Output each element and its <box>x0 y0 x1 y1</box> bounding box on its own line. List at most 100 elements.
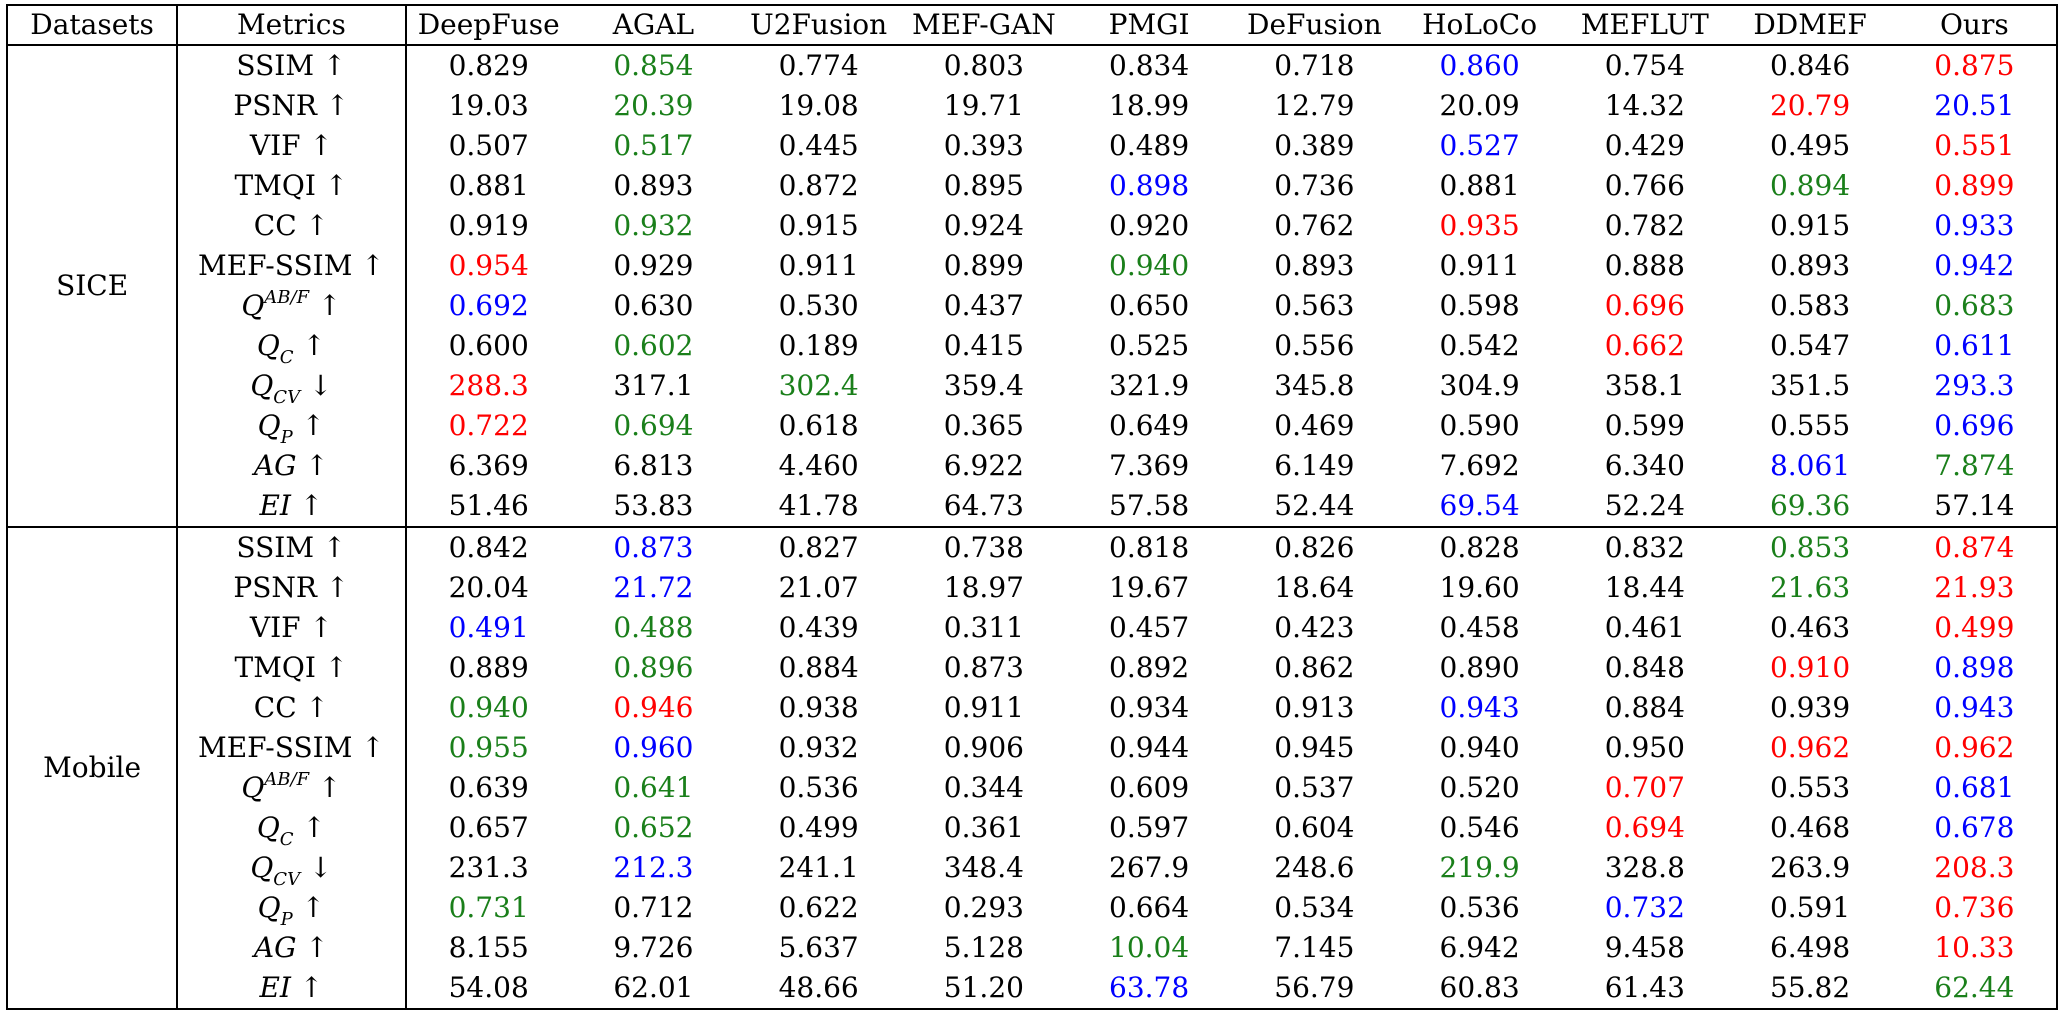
value-cell: 0.731 <box>448 891 529 924</box>
value-cell: 0.873 <box>943 651 1024 684</box>
metric-cell: VIF ↑ <box>177 126 407 166</box>
value-cell: 51.20 <box>943 971 1024 1004</box>
value-cell: 0.664 <box>1109 891 1190 924</box>
value-cell: 20.51 <box>1934 89 2015 122</box>
value-cell: 0.826 <box>1231 526 1397 568</box>
arrow-up-icon: ↑ <box>302 811 326 844</box>
table-row: QP ↑ 0.722 0.694 0.618 0.365 0.649 0.469 0.590 0… <box>7 406 2057 447</box>
value-cell: 6.498 <box>1769 931 1851 964</box>
value-cell: 52.44 <box>1274 489 1355 522</box>
value-cell: 0.894 <box>1769 169 1851 202</box>
value-cell: 263.9 <box>1769 851 1851 884</box>
value-cell: 0.946 <box>613 691 694 724</box>
table-row: Mobile SSIM ↑ 0.842 0.873 0.827 0.738 0.818 0.8… <box>7 526 2057 1009</box>
arrow-up-icon: ↑ <box>299 489 324 522</box>
value-cell: 0.491 <box>448 611 529 644</box>
metric-name: SSIM <box>236 531 315 564</box>
value-cell: 219.9 <box>1439 851 1520 884</box>
table-row: TMQI ↑ 0.889 0.896 0.884 0.873 0.892 0.862 0.89… <box>7 648 2057 688</box>
table-row: VIF ↑ 0.507 0.517 0.445 0.393 0.489 0.389 0.527… <box>7 126 2057 166</box>
metric-cell: QCV ↓ <box>177 848 407 889</box>
table-row: MEF-SSIM ↑ 0.955 0.960 0.932 0.906 0.944 0.945… <box>7 728 2057 768</box>
value-cell: 0.437 <box>943 289 1024 322</box>
value-cell: 0.862 <box>1274 651 1355 684</box>
value-cell: 69.54 <box>1439 489 1520 522</box>
arrow-up-icon: ↑ <box>301 409 326 442</box>
value-cell: 0.712 <box>613 891 694 924</box>
table-row: QP ↑ 0.731 0.712 0.622 0.293 0.664 0.534 0.536 0… <box>7 888 2057 929</box>
value-cell: 7.692 <box>1439 449 1520 482</box>
value-cell: 0.641 <box>613 771 694 804</box>
value-cell: 345.8 <box>1274 369 1355 402</box>
arrow-up-icon: ↑ <box>305 209 330 242</box>
value-cell: 208.3 <box>1934 851 2015 884</box>
value-cell: 0.915 <box>778 209 859 242</box>
value-cell: 358.1 <box>1604 369 1685 402</box>
table-row: PSNR ↑ 19.03 20.39 19.08 19.71 18.99 12.79 20.0… <box>7 86 2057 126</box>
value-cell: 7.369 <box>1109 449 1190 482</box>
value-cell: 0.924 <box>943 209 1024 242</box>
value-cell: 0.929 <box>613 249 694 282</box>
value-cell: 6.149 <box>1274 449 1355 482</box>
value-cell: 0.962 <box>1934 731 2015 764</box>
metric-cell: SSIM ↑ <box>177 526 407 568</box>
metric-name: EI <box>259 971 291 1004</box>
header-method: DeepFuse <box>405 5 571 46</box>
value-cell: 62.01 <box>613 971 694 1004</box>
comparison-table: Datasets Metrics DeepFuse AGAL U2Fusion … <box>6 4 2058 1010</box>
value-cell: 212.3 <box>613 851 694 884</box>
value-cell: 0.534 <box>1274 891 1355 924</box>
value-cell: 18.44 <box>1604 571 1685 604</box>
value-cell: 0.881 <box>1439 169 1520 202</box>
arrow-up-icon: ↑ <box>305 691 330 724</box>
table-row: QCV ↓ 288.3 317.1 302.4 359.4 321.9 345.8 304.9… <box>7 366 2057 407</box>
value-cell: 69.36 <box>1769 489 1851 522</box>
value-cell: 0.389 <box>1274 129 1355 162</box>
metric-name: MEF-SSIM <box>198 249 353 282</box>
value-cell: 18.97 <box>943 571 1024 604</box>
metric-name: Q <box>257 891 281 924</box>
value-cell: 19.60 <box>1439 571 1520 604</box>
value-cell: 0.556 <box>1274 329 1355 362</box>
value-cell: 18.99 <box>1109 89 1190 122</box>
value-cell: 0.604 <box>1274 811 1355 844</box>
value-cell: 0.293 <box>943 891 1024 924</box>
value-cell: 0.950 <box>1604 731 1685 764</box>
value-cell: 0.598 <box>1439 289 1520 322</box>
value-cell: 7.145 <box>1274 931 1355 964</box>
metric-name: Q <box>250 369 274 402</box>
arrow-up-icon: ↑ <box>317 289 342 322</box>
value-cell: 0.507 <box>448 129 529 162</box>
value-cell: 0.536 <box>778 771 859 804</box>
value-cell: 0.935 <box>1439 209 1520 242</box>
value-cell: 19.71 <box>943 89 1024 122</box>
metric-name: MEF-SSIM <box>198 731 353 764</box>
header-method: DDMEF <box>1727 5 1893 46</box>
table-row: PSNR ↑ 20.04 21.72 21.07 18.97 19.67 18.64 19.6… <box>7 568 2057 608</box>
table-row: VIF ↑ 0.491 0.488 0.439 0.311 0.457 0.423 0.458… <box>7 608 2057 648</box>
value-cell: 0.469 <box>1274 409 1355 442</box>
value-cell: 0.311 <box>943 611 1024 644</box>
metric-name: VIF <box>249 129 301 162</box>
value-cell: 0.955 <box>448 731 529 764</box>
arrow-down-icon: ↓ <box>308 369 333 402</box>
value-cell: 0.940 <box>448 691 529 724</box>
value-cell: 0.943 <box>1934 691 2015 724</box>
value-cell: 0.618 <box>778 409 859 442</box>
arrow-up-icon: ↑ <box>322 531 347 564</box>
value-cell: 0.889 <box>448 651 529 684</box>
value-cell: 0.899 <box>1934 169 2015 202</box>
value-cell: 0.910 <box>1769 651 1851 684</box>
value-cell: 19.08 <box>778 89 859 122</box>
arrow-up-icon: ↑ <box>317 771 342 804</box>
value-cell: 5.128 <box>943 931 1024 964</box>
value-cell: 57.58 <box>1109 489 1190 522</box>
header-method: MEF-GAN <box>901 5 1067 46</box>
value-cell: 293.3 <box>1934 369 2015 402</box>
value-cell: 0.415 <box>943 329 1024 362</box>
value-cell: 20.04 <box>448 571 529 604</box>
value-cell: 0.853 <box>1727 526 1893 568</box>
metric-superscript: AB/F <box>264 287 310 308</box>
value-cell: 0.694 <box>1604 811 1685 844</box>
value-cell: 0.707 <box>1604 771 1685 804</box>
